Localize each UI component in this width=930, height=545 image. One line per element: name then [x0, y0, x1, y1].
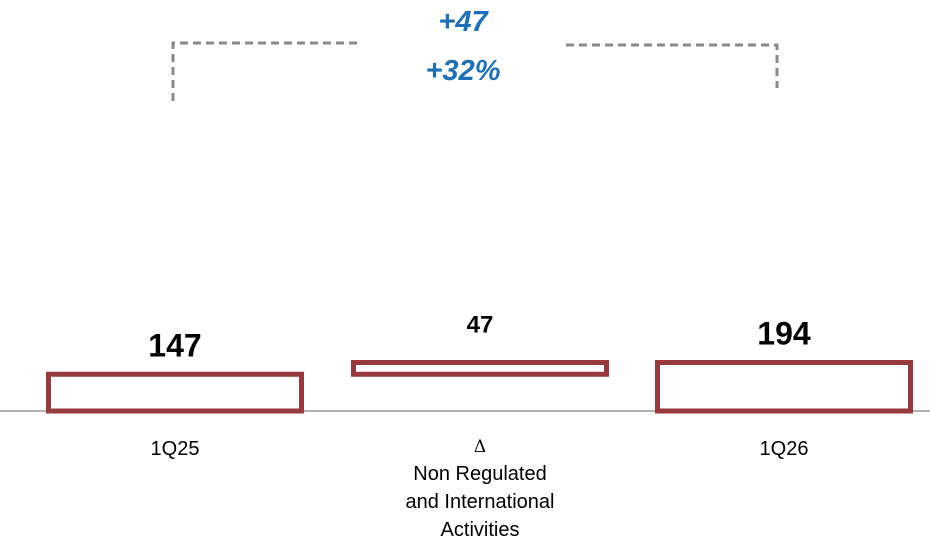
category-label-delta-line1: Non Regulated: [413, 463, 546, 485]
change-bracket-right: [566, 43, 779, 88]
bar-1q26: [655, 360, 913, 414]
change-bracket-left: [171, 41, 360, 101]
category-label-1q26: 1Q26: [760, 438, 809, 460]
value-label-delta: 47: [467, 312, 494, 339]
category-label-delta-line3: Activities: [441, 519, 520, 541]
category-label-delta-line2: and International: [405, 491, 554, 513]
bar-1q25: [46, 371, 304, 414]
percent-change-label: +32%: [426, 55, 501, 87]
delta-icon: Δ: [474, 437, 486, 457]
value-label-1q26: 194: [757, 316, 811, 352]
bar-delta-non-regulated: [351, 360, 609, 377]
absolute-change-label: +47: [438, 6, 489, 38]
value-label-1q25: 147: [148, 327, 201, 363]
category-label-1q25: 1Q25: [151, 438, 200, 460]
